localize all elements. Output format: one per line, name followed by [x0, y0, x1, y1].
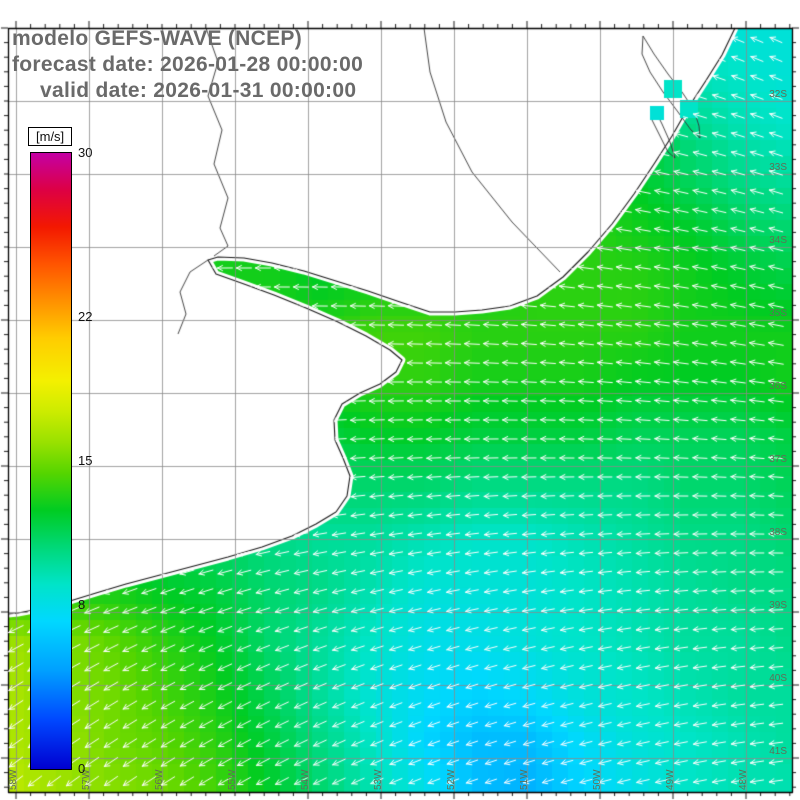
colorbar-tick: 15 — [78, 453, 93, 468]
colorbar-unit-label: [m/s] — [28, 127, 73, 146]
lon-label: 53W — [373, 769, 384, 790]
model-title: modelo GEFS-WAVE (NCEP) — [12, 27, 303, 50]
lon-label: 54W — [300, 769, 311, 790]
lat-label: 39S — [769, 600, 787, 611]
lon-label: 49W — [665, 769, 676, 790]
forecast-date-line: forecast date: 2026-01-28 00:00:00 — [12, 53, 364, 76]
lon-label: 50W — [592, 769, 603, 790]
lat-label: 32S — [769, 89, 787, 100]
colorbar-tick: 0 — [78, 761, 86, 776]
lat-label: 34S — [769, 235, 787, 246]
lat-label: 40S — [769, 673, 787, 684]
lon-label: 55W — [227, 769, 238, 790]
lat-label: 33S — [769, 162, 787, 173]
colorbar-tick: 30 — [78, 145, 93, 160]
lat-label: 36S — [769, 381, 787, 392]
lon-label: 51W — [519, 769, 530, 790]
lat-label: 37S — [769, 454, 787, 465]
lat-label: 35S — [769, 308, 787, 319]
lon-label: 56W — [154, 769, 165, 790]
lat-label: 41S — [769, 746, 787, 757]
lon-label: 48W — [738, 769, 749, 790]
colorbar-tick: 22 — [78, 309, 93, 325]
colorbar — [30, 152, 72, 770]
lon-label: 58W — [8, 769, 19, 790]
title-block: modelo GEFS-WAVE (NCEP) forecast date: 2… — [12, 26, 363, 104]
lat-label: 38S — [769, 527, 787, 538]
lon-label: 52W — [446, 769, 457, 790]
valid-date-line: valid date: 2026-01-31 00:00:00 — [40, 79, 357, 102]
colorbar-tick: 8 — [78, 596, 86, 612]
